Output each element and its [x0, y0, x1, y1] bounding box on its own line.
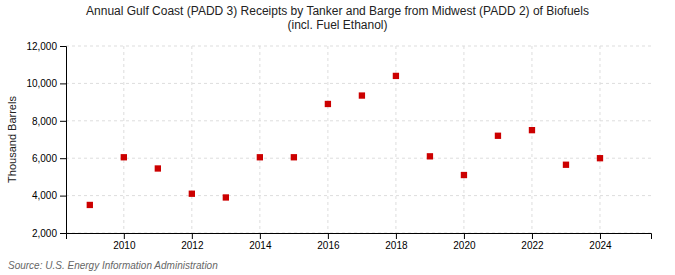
grid: [66, 46, 651, 233]
x-tick-mark: [600, 233, 601, 239]
y-tick-label: 10,000: [26, 78, 57, 89]
x-tick-mark: [124, 233, 125, 239]
title-line: (incl. Fuel Ethanol): [287, 18, 387, 32]
point: [359, 92, 365, 98]
grid-line-y: [66, 83, 651, 84]
annotation: Source: U.S. Energy Information Administ…: [8, 260, 218, 271]
x-tick-mark: [328, 233, 329, 239]
x-tick-mark: [396, 233, 397, 239]
x-tick-label: 2018: [385, 240, 408, 251]
point: [325, 101, 331, 107]
point: [223, 194, 229, 200]
x-tick: 2014: [249, 233, 272, 251]
y-tick: 8,000: [32, 116, 66, 127]
point: [189, 191, 195, 197]
y-tick: 10,000: [26, 78, 66, 89]
point: [155, 165, 161, 171]
x-axis: 2010 2012 2014 2016 2018 2020 2022 2024: [67, 233, 652, 251]
grid-line-y: [66, 120, 651, 121]
point: [529, 127, 535, 133]
x-tick: 2020: [453, 233, 476, 251]
x-tick-label: 2010: [113, 240, 136, 251]
y-tick-label: 6,000: [32, 153, 57, 164]
x-tick-label: 2022: [521, 240, 544, 251]
x-tick-label: 2024: [589, 240, 612, 251]
x-tick-label: 2014: [249, 240, 272, 251]
grid-line-y: [66, 46, 651, 47]
points: [87, 73, 603, 208]
y-tick-mark: [60, 196, 66, 197]
point: [461, 172, 467, 178]
grid-line-x: [599, 46, 600, 233]
point: [597, 155, 603, 161]
x-tick: 2024: [589, 233, 612, 251]
y-tick-label: 4,000: [32, 190, 57, 201]
y-tick-label: 12,000: [26, 41, 57, 52]
x-tick: 2022: [521, 233, 544, 251]
point: [257, 154, 263, 160]
x-axis-line: [67, 234, 652, 240]
x-tick-label: 2012: [181, 240, 204, 251]
x-tick: 2012: [181, 233, 204, 251]
y-tick-mark: [60, 121, 66, 122]
y-tick-label: 8,000: [32, 116, 57, 127]
grid-line-y: [66, 195, 651, 196]
x-tick-label: 2020: [453, 240, 476, 251]
y-tick: 12,000: [26, 41, 66, 52]
grid-line-x: [191, 46, 192, 233]
grid-line-x: [463, 46, 464, 233]
grid-line-x: [327, 46, 328, 233]
point: [393, 73, 399, 79]
x-tick: 2010: [113, 233, 136, 251]
grid-line-x: [123, 46, 124, 233]
point: [87, 202, 93, 208]
grid-line-y: [66, 158, 651, 159]
point: [291, 154, 297, 160]
y-axis: 2,000 4,000 6,000 8,000 10,000 12,000: [26, 41, 66, 239]
point: [495, 133, 501, 139]
y-tick: 2,000: [32, 228, 66, 239]
y-tick-mark: [60, 233, 66, 234]
x-tick-mark: [464, 233, 465, 239]
y-axis-line: [60, 47, 67, 234]
chart: Annual Gulf Coast (PADD 3) Receipts by T…: [0, 0, 675, 275]
y-tick-mark: [60, 83, 66, 84]
x-tick-mark: [192, 233, 193, 239]
x-tick: 2018: [385, 233, 408, 251]
y-tick-mark: [60, 158, 66, 159]
y-tick: 4,000: [32, 190, 66, 201]
point: [563, 162, 569, 168]
y-axis-label: Thousand Barrels: [6, 96, 18, 183]
x-tick-mark: [260, 233, 261, 239]
x-tick-label: 2016: [317, 240, 340, 251]
title-line: Annual Gulf Coast (PADD 3) Receipts by T…: [86, 4, 589, 18]
title: Annual Gulf Coast (PADD 3) Receipts by T…: [86, 4, 589, 32]
point: [121, 154, 127, 160]
x-tick-mark: [532, 233, 533, 239]
y-tick: 6,000: [32, 153, 66, 164]
x-tick: 2016: [317, 233, 340, 251]
grid-line-x: [259, 46, 260, 233]
plot: 2010 2012 2014 2016 2018 2020 2022 2024 2,000 4,0…: [6, 41, 652, 251]
y-tick-mark: [60, 46, 66, 47]
point: [427, 153, 433, 159]
y-tick-label: 2,000: [32, 228, 57, 239]
grid-line-x: [531, 46, 532, 233]
